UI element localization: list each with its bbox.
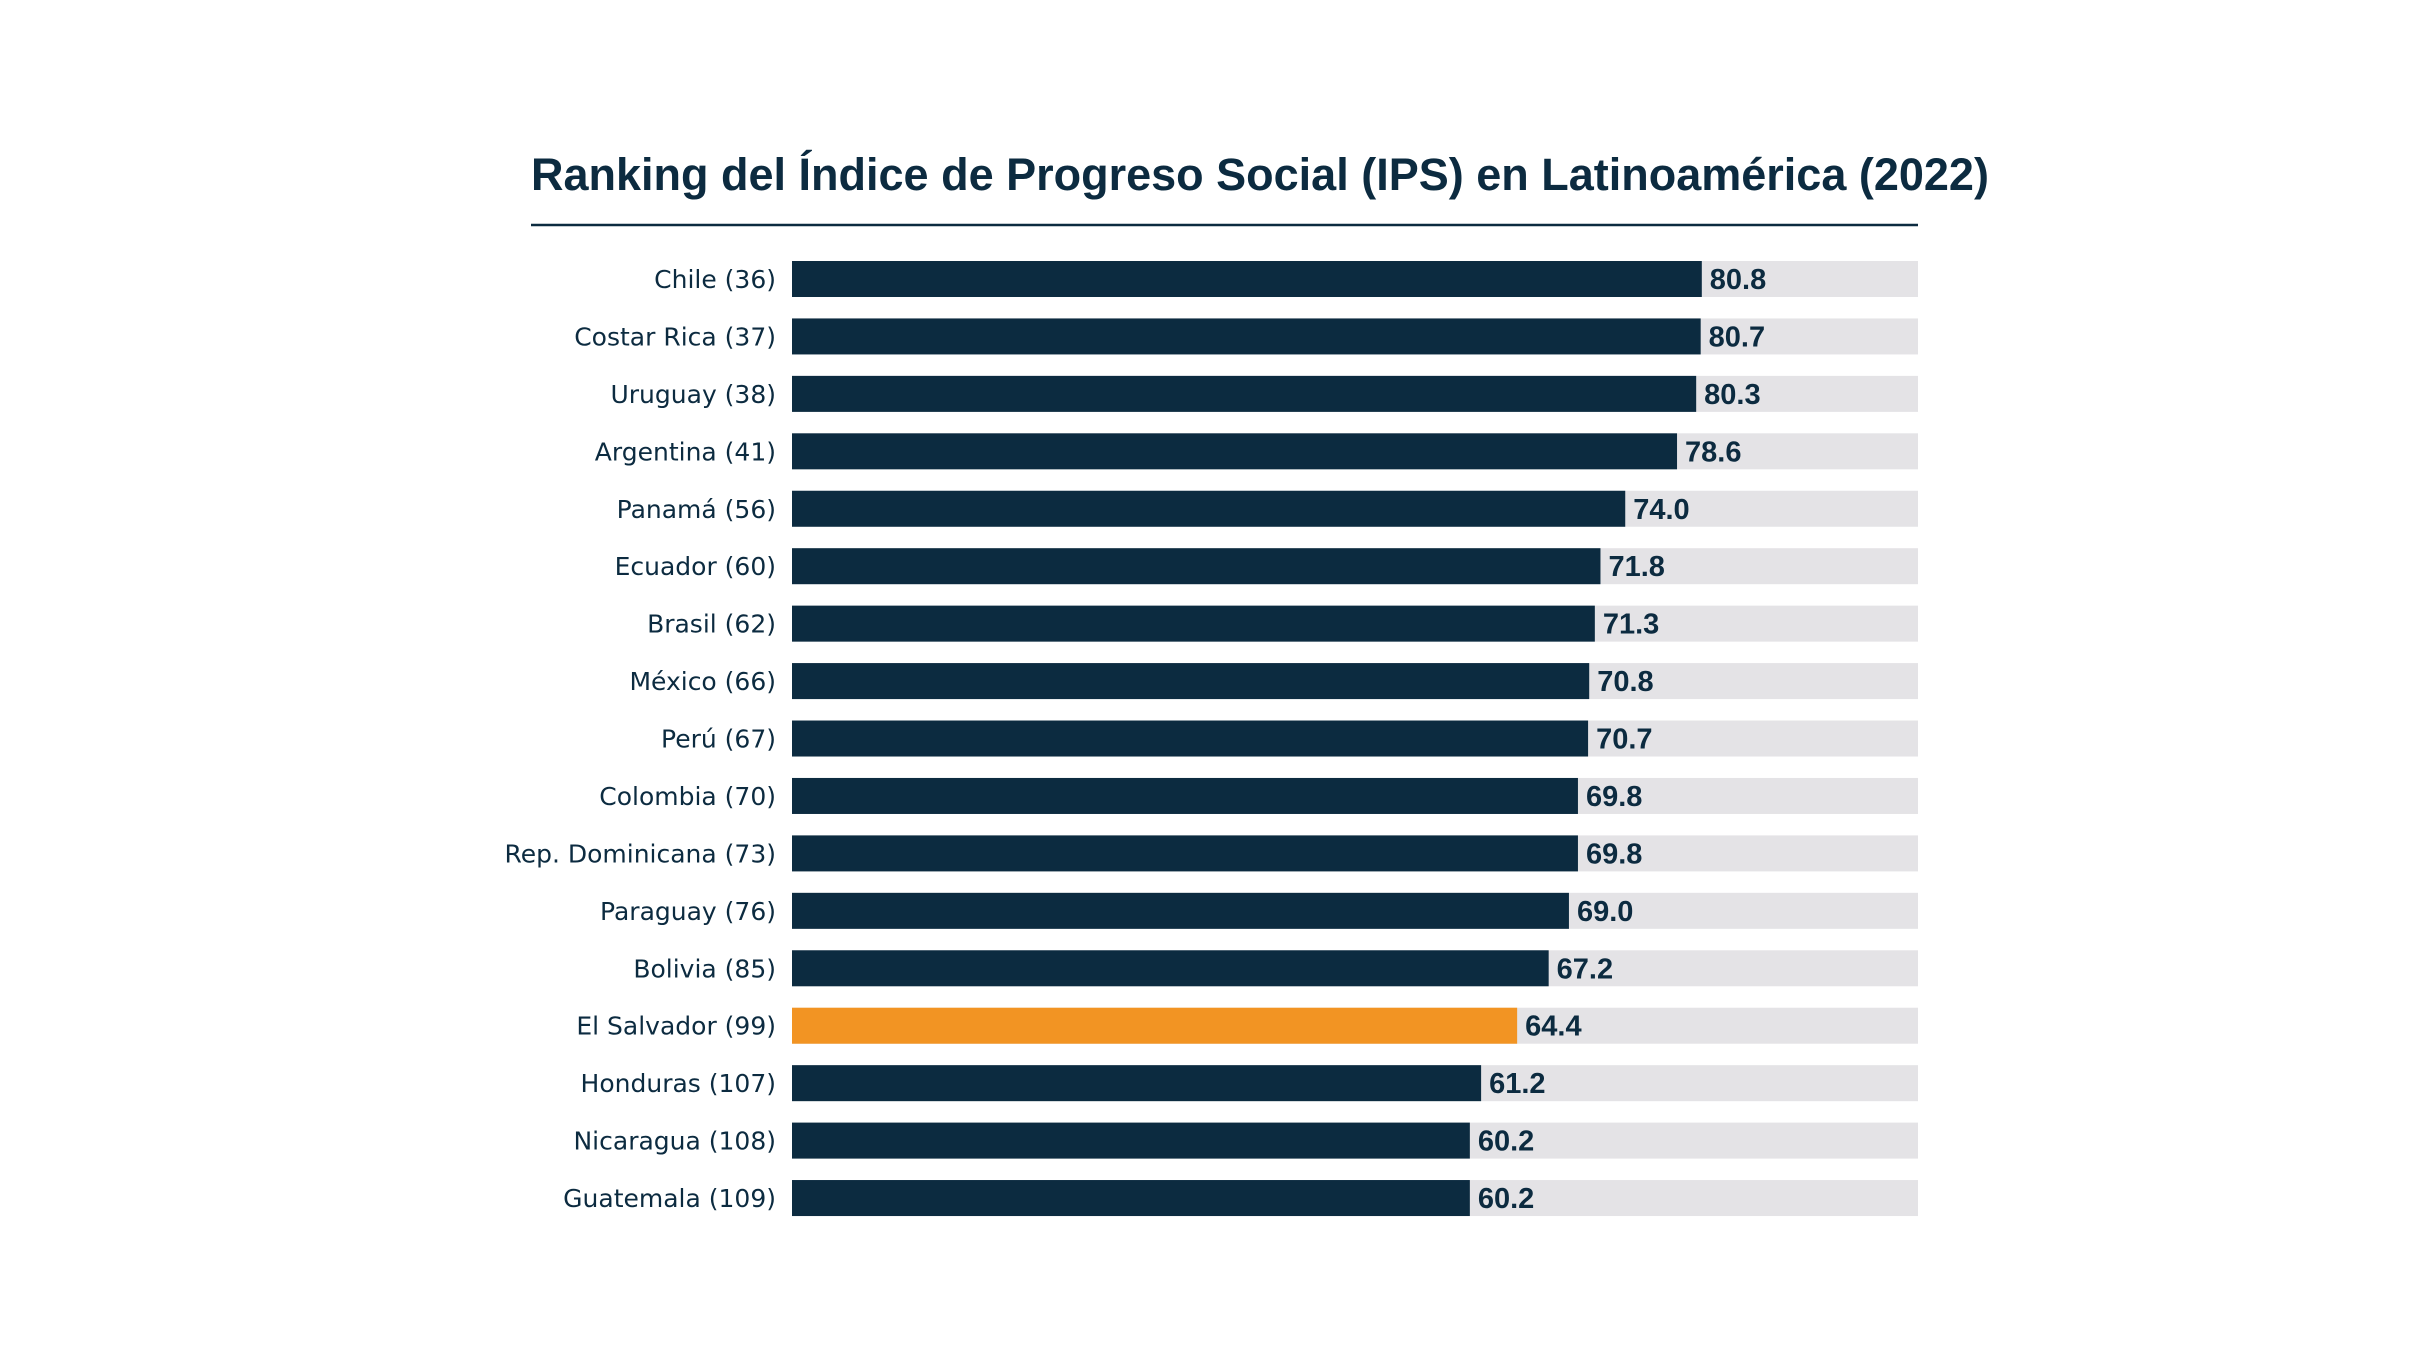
bar	[792, 835, 1578, 872]
value-label: 60.2	[1478, 1183, 1534, 1215]
category-label: Paraguay (76)	[600, 897, 776, 926]
bar	[792, 605, 1595, 642]
value-label: 69.8	[1586, 838, 1642, 870]
category-label: Uruguay (38)	[610, 380, 776, 409]
category-label: El Salvador (99)	[576, 1012, 776, 1041]
value-label: 61.2	[1489, 1068, 1545, 1100]
bar	[792, 892, 1569, 929]
chart-title: Ranking del Índice de Progreso Social (I…	[531, 149, 1989, 200]
bars	[792, 261, 1702, 1217]
category-label: Bolivia (85)	[633, 954, 776, 983]
value-label: 71.3	[1603, 609, 1659, 641]
value-label: 78.6	[1685, 436, 1741, 468]
bar	[792, 1180, 1470, 1217]
value-labels: 80.8 80.7 80.3 78.6 74.0 71.8 71.3 70.8 70.7 69.8…	[1478, 264, 1766, 1215]
category-labels: Chile (36) Costar Rica (37) Uruguay (38) Ar…	[504, 265, 776, 1213]
category-label: Rep. Dominicana (73)	[504, 839, 776, 868]
bar	[792, 1122, 1470, 1159]
bar	[792, 1065, 1482, 1102]
category-label: México (66)	[629, 667, 776, 696]
value-label: 80.3	[1704, 379, 1760, 411]
bar	[792, 433, 1678, 470]
category-label: Costar Rica (37)	[574, 322, 776, 351]
value-label: 74.0	[1633, 494, 1689, 526]
category-label: Argentina (41)	[595, 437, 776, 466]
value-label: 67.2	[1557, 953, 1613, 985]
value-label: 80.7	[1709, 321, 1765, 353]
bar	[792, 720, 1589, 757]
category-label: Perú (67)	[661, 725, 776, 754]
value-label: 60.2	[1478, 1126, 1534, 1158]
bar	[792, 950, 1549, 987]
category-label: Panamá (56)	[617, 495, 776, 524]
bar	[792, 1007, 1518, 1044]
value-label: 70.7	[1596, 724, 1652, 756]
bar	[792, 318, 1701, 355]
category-label: Guatemala (109)	[563, 1184, 776, 1213]
category-label: Ecuador (60)	[615, 552, 776, 581]
bar	[792, 375, 1697, 412]
value-label: 69.0	[1577, 896, 1633, 928]
bar	[792, 261, 1702, 297]
bar	[792, 663, 1590, 700]
category-label: Chile (36)	[654, 265, 776, 294]
value-label: 71.8	[1608, 551, 1664, 583]
value-label: 70.8	[1597, 666, 1653, 698]
category-label: Brasil (62)	[647, 610, 776, 639]
value-label: 69.8	[1586, 781, 1642, 813]
category-label: Nicaragua (108)	[573, 1127, 776, 1156]
bar	[792, 490, 1626, 527]
bar	[792, 777, 1578, 814]
value-label: 80.8	[1710, 264, 1766, 296]
category-label: Colombia (70)	[599, 782, 776, 811]
bar	[792, 548, 1601, 585]
value-label: 64.4	[1525, 1011, 1581, 1043]
category-label: Honduras (107)	[581, 1069, 776, 1098]
